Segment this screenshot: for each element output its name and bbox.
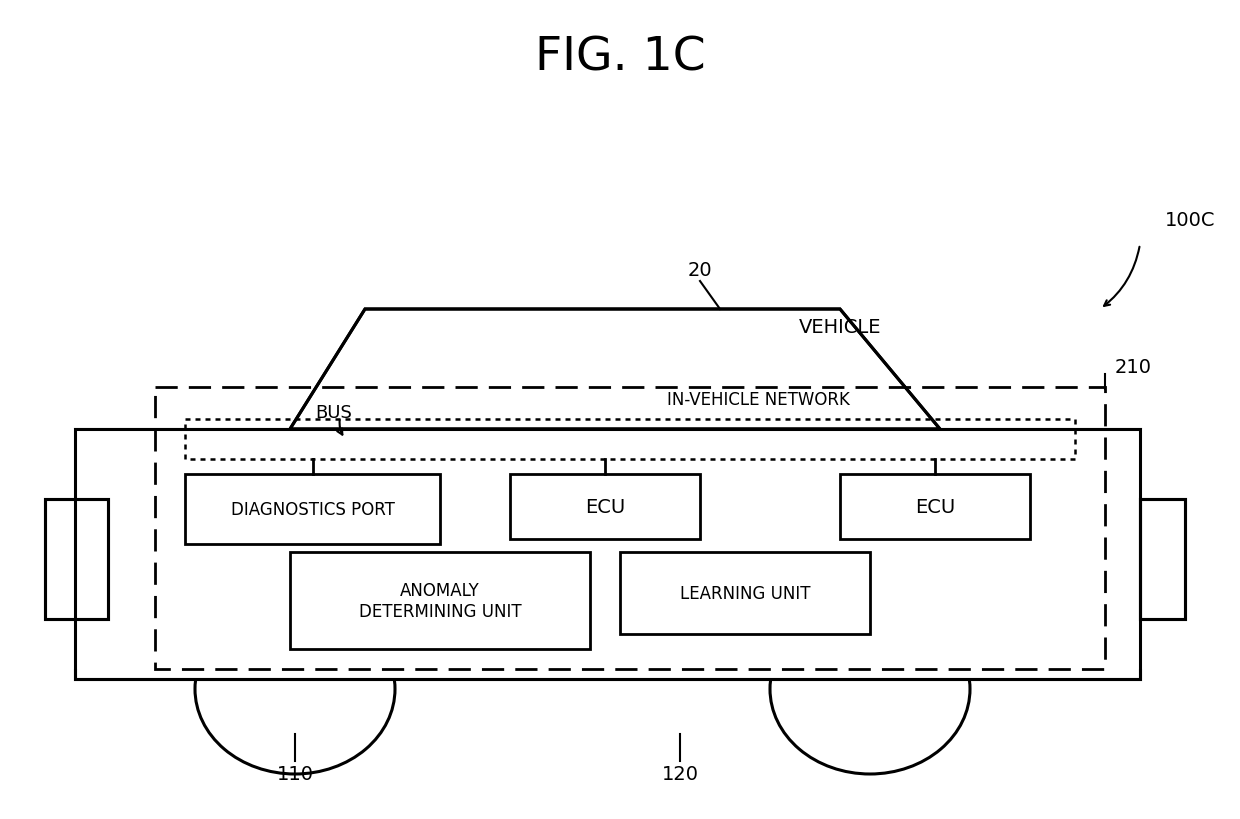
Text: 100C: 100C <box>1166 210 1215 229</box>
Polygon shape <box>839 474 1030 540</box>
Text: BUS: BUS <box>315 404 352 422</box>
Ellipse shape <box>770 604 970 774</box>
Text: 120: 120 <box>661 765 698 784</box>
Polygon shape <box>510 474 701 540</box>
Ellipse shape <box>195 604 396 774</box>
Text: ECU: ECU <box>585 497 625 516</box>
Polygon shape <box>185 474 440 545</box>
Text: FIG. 1C: FIG. 1C <box>534 35 706 80</box>
Polygon shape <box>290 552 590 649</box>
Text: LEARNING UNIT: LEARNING UNIT <box>680 584 810 602</box>
Text: ANOMALY
DETERMINING UNIT: ANOMALY DETERMINING UNIT <box>358 581 521 620</box>
Text: IN-VEHICLE NETWORK: IN-VEHICLE NETWORK <box>667 391 849 409</box>
Polygon shape <box>620 552 870 634</box>
Text: 110: 110 <box>277 765 314 784</box>
Text: ECU: ECU <box>915 497 955 516</box>
Polygon shape <box>74 429 1140 679</box>
Polygon shape <box>69 429 1145 669</box>
Text: DIAGNOSTICS PORT: DIAGNOSTICS PORT <box>231 500 394 518</box>
Text: 210: 210 <box>1115 358 1152 377</box>
Polygon shape <box>290 310 940 429</box>
Text: 20: 20 <box>688 260 712 279</box>
Text: VEHICLE: VEHICLE <box>799 318 882 337</box>
Polygon shape <box>1140 500 1185 619</box>
Polygon shape <box>45 500 108 619</box>
